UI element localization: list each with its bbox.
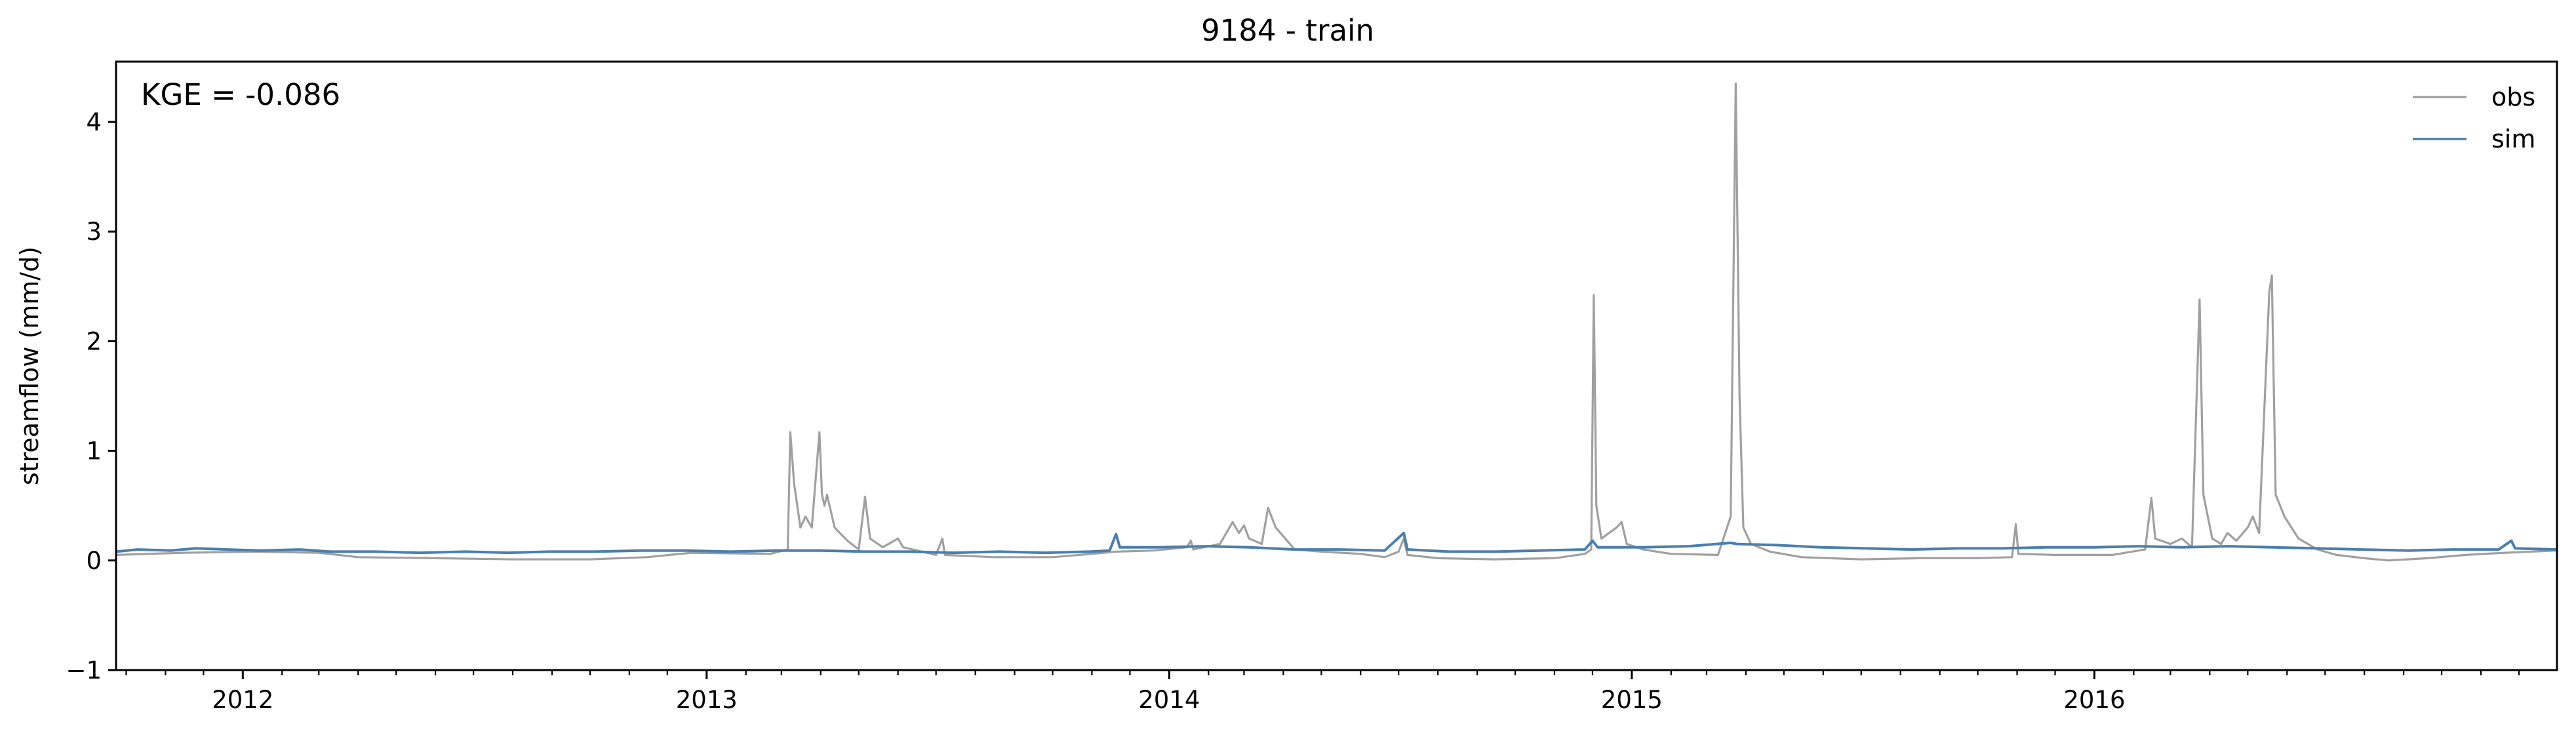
x-tick-label: 2014 — [1138, 686, 1200, 714]
x-axis: 2012 2013 2014 2015 2016 — [125, 670, 2520, 714]
y-tick-label: 2 — [86, 327, 102, 355]
plot-frame — [115, 60, 2558, 671]
y-tick-label: 1 — [86, 437, 102, 466]
plot-area — [115, 60, 2558, 671]
series-layer — [116, 82, 2557, 562]
y-tick-label: 0 — [86, 547, 102, 575]
x-tick-label: 2012 — [212, 686, 273, 714]
series-line-sim — [116, 532, 2557, 555]
legend-obs-label: obs — [2491, 83, 2535, 111]
y-tick-label: 3 — [86, 218, 102, 246]
y-axis: −1 0 1 2 3 4 — [66, 108, 116, 684]
x-tick-label: 2015 — [1601, 686, 1663, 714]
y-axis-label: streamflow (mm/d) — [15, 247, 44, 485]
legend: obs sim — [2413, 83, 2535, 153]
series-line-obs — [116, 82, 2557, 562]
y-tick-label: 4 — [86, 108, 102, 136]
chart-title: 9184 - train — [1201, 13, 1374, 48]
x-tick-label: 2013 — [676, 686, 738, 714]
legend-sim-label: sim — [2491, 125, 2535, 153]
y-tick-label: −1 — [66, 656, 102, 684]
kge-annotation: KGE = -0.086 — [141, 77, 340, 112]
x-tick-label: 2016 — [2063, 686, 2125, 714]
